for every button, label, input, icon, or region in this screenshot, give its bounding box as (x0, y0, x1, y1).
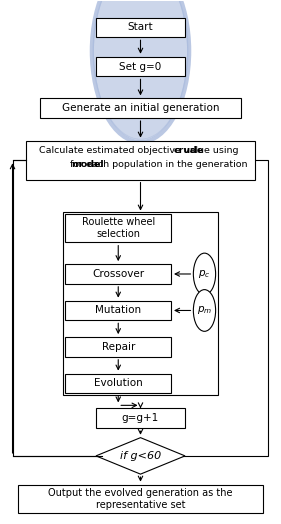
Text: Generate an initial generation: Generate an initial generation (62, 103, 219, 113)
FancyBboxPatch shape (96, 17, 185, 37)
Text: model: model (71, 160, 104, 169)
Text: Evolution: Evolution (94, 378, 143, 388)
Text: Crossover: Crossover (92, 269, 144, 279)
Text: for each population in the generation: for each population in the generation (67, 160, 248, 169)
FancyBboxPatch shape (40, 99, 241, 118)
Text: $p_m$: $p_m$ (197, 304, 212, 316)
Polygon shape (96, 438, 185, 474)
FancyBboxPatch shape (65, 214, 171, 243)
FancyBboxPatch shape (26, 141, 255, 180)
Text: g=g+1: g=g+1 (122, 413, 159, 423)
Text: crude: crude (174, 147, 204, 156)
Text: Set g=0: Set g=0 (119, 61, 162, 72)
Circle shape (93, 0, 188, 139)
Text: Roulette wheel
selection: Roulette wheel selection (81, 217, 155, 239)
Circle shape (193, 290, 216, 331)
Text: Repair: Repair (101, 342, 135, 352)
Text: Output the evolved generation as the
representative set: Output the evolved generation as the rep… (48, 488, 233, 510)
Text: if g<60: if g<60 (120, 451, 161, 461)
Text: $p_c$: $p_c$ (198, 268, 211, 280)
Text: Mutation: Mutation (95, 305, 141, 315)
FancyBboxPatch shape (65, 337, 171, 357)
FancyBboxPatch shape (96, 409, 185, 428)
FancyBboxPatch shape (65, 301, 171, 320)
FancyBboxPatch shape (96, 57, 185, 77)
Text: Calculate estimated objective value using: Calculate estimated objective value usin… (39, 147, 242, 156)
FancyBboxPatch shape (18, 485, 263, 514)
Text: Start: Start (128, 23, 153, 32)
Circle shape (193, 253, 216, 295)
FancyBboxPatch shape (65, 264, 171, 284)
FancyBboxPatch shape (65, 374, 171, 394)
